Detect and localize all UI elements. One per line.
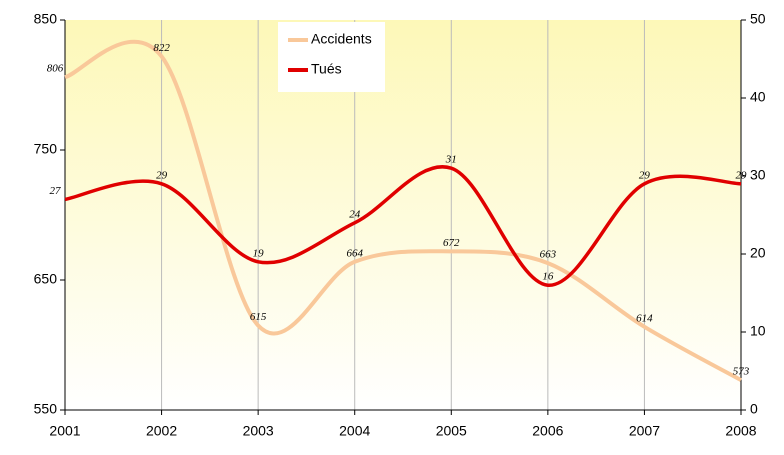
data-label: 27 (50, 185, 62, 197)
series-line (64, 165, 742, 287)
y2-tick-label: 40 (750, 89, 766, 105)
x-tick-label: 2003 (243, 423, 274, 439)
data-label: 573 (733, 366, 750, 378)
x-tick-label: 2004 (339, 423, 370, 439)
data-label: 663 (540, 249, 557, 261)
plot-area (65, 20, 741, 410)
data-label: 806 (47, 63, 64, 75)
data-label: 29 (639, 169, 651, 181)
data-label: 672 (443, 237, 460, 249)
y-tick-label: 650 (34, 271, 58, 287)
x-tick-label: 2002 (146, 423, 177, 439)
x-tick-label: 2005 (436, 423, 467, 439)
data-label: 16 (542, 271, 554, 283)
y2-tick-label: 30 (750, 167, 766, 183)
data-label: 615 (250, 311, 267, 323)
y2-tick-label: 20 (750, 245, 766, 261)
y2-tick-label: 0 (750, 401, 758, 417)
data-label: 19 (253, 247, 265, 259)
x-tick-label: 2006 (532, 423, 563, 439)
legend-label: Tués (311, 61, 342, 77)
y-tick-label: 850 (34, 11, 58, 27)
data-label: 24 (349, 208, 361, 220)
legend-box (278, 22, 385, 92)
y-tick-label: 750 (34, 141, 58, 157)
data-label: 614 (636, 312, 653, 324)
y2-tick-label: 10 (750, 323, 766, 339)
y2-tick-label: 50 (750, 11, 766, 27)
x-tick-label: 2007 (629, 423, 660, 439)
data-label: 29 (736, 169, 748, 181)
data-label: 31 (445, 154, 457, 166)
x-tick-label: 2008 (725, 423, 756, 439)
legend-label: Accidents (311, 31, 372, 47)
data-label: 664 (346, 247, 363, 259)
x-tick-label: 2001 (49, 423, 80, 439)
y-tick-label: 550 (34, 401, 58, 417)
data-label: 822 (153, 42, 170, 54)
series-line (64, 39, 742, 382)
data-label: 29 (156, 169, 168, 181)
